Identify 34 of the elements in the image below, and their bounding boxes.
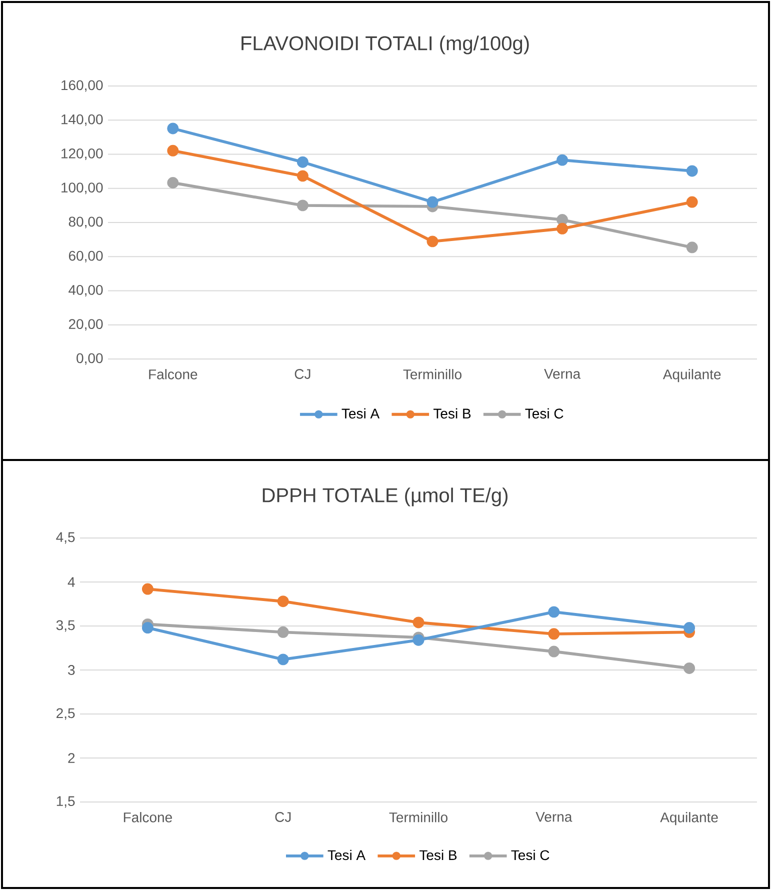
- y-tick-label: 120,00: [62, 148, 103, 160]
- y-tick-label: 160,00: [62, 80, 103, 92]
- y-tick-label: 3,5: [56, 620, 75, 632]
- legend-label: Tesi B: [433, 408, 471, 419]
- chart-title: FLAVONOIDI TOTALI (mg/100g): [242, 36, 529, 54]
- x-tick-label: Falcone: [124, 812, 172, 822]
- y-tick-label: 4: [68, 577, 75, 587]
- legend-label: Tesi B: [419, 850, 457, 860]
- x-tick-label: Aquilante: [660, 812, 718, 826]
- y-tick-label: 4,5: [56, 532, 75, 544]
- y-tick-label: 100,00: [62, 182, 103, 194]
- x-tick-label: CJ: [294, 369, 310, 379]
- x-tick-label: Falcone: [149, 369, 198, 380]
- y-tick-label: 40,00: [68, 284, 103, 297]
- y-tick-label: 1,5: [56, 796, 75, 808]
- legend-label: Tesi A: [328, 850, 366, 860]
- x-tick-label: Verna: [536, 812, 572, 822]
- y-tick-label: 80,00: [68, 216, 103, 228]
- legend-label: Tesi C: [511, 850, 550, 860]
- y-tick-label: 2,5: [56, 708, 75, 720]
- legend-label: Tesi C: [525, 408, 564, 419]
- chart-title: DPPH TOTALE (µmol TE/g): [262, 488, 508, 506]
- y-tick-label: 3: [68, 665, 75, 675]
- y-tick-label: 20,00: [68, 319, 103, 331]
- x-tick-label: Terminillo: [389, 812, 448, 822]
- y-tick-label: 2: [68, 753, 75, 763]
- y-tick-label: 0,00: [76, 353, 103, 365]
- y-tick-label: 140,00: [62, 114, 103, 126]
- y-tick-label: 60,00: [68, 250, 103, 262]
- x-tick-label: Verna: [544, 369, 581, 379]
- x-tick-label: CJ: [275, 812, 291, 822]
- legend-label: Tesi A: [342, 408, 380, 419]
- x-tick-label: Aquilante: [662, 369, 721, 382]
- x-tick-label: Terminillo: [403, 369, 462, 380]
